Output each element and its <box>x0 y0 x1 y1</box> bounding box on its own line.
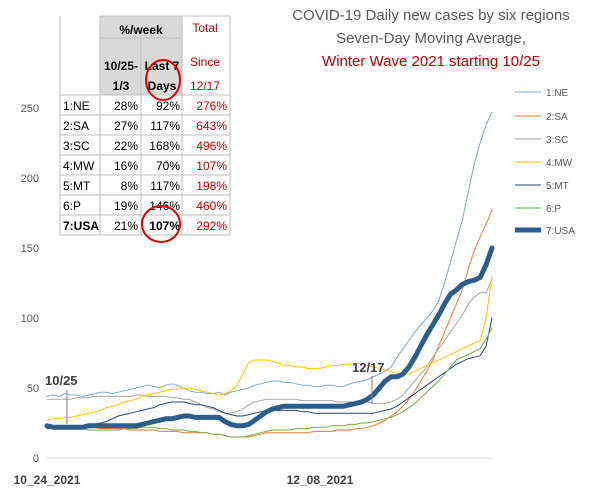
x-tick-label: 12_08_2021 <box>287 473 354 487</box>
table-cell-text: 19% <box>114 199 138 213</box>
table-cell-text: 276% <box>196 99 227 113</box>
table-cell-text: 292% <box>196 219 227 233</box>
table-cell-text: 117% <box>150 119 180 133</box>
table-cell-text: 4:MW <box>63 159 95 173</box>
series-line <box>46 111 493 397</box>
legend-entry: 6:P <box>546 204 561 215</box>
table-cell-text: 70% <box>156 159 180 173</box>
y-tick-label: 200 <box>21 173 39 185</box>
series-lines <box>44 111 495 438</box>
table-cell-text: %/week <box>119 23 163 37</box>
legend-entry: 3:SC <box>546 135 568 146</box>
table-cell-text: 12/17 <box>190 79 220 93</box>
table-cell-text: 92% <box>156 99 180 113</box>
table-cell-text: 3:SC <box>63 139 90 153</box>
table-cell-text: 8% <box>121 179 139 193</box>
table-cell-text: 117% <box>150 179 180 193</box>
highlight-circle <box>141 205 181 243</box>
legend-entry: 2:SA <box>546 112 568 123</box>
legend-entry: 7:USA <box>546 226 575 237</box>
table-cell-text: 7:USA <box>63 219 99 233</box>
legend-entry: 1:NE <box>546 88 569 99</box>
table-cell-text: 16% <box>114 159 138 173</box>
series-line <box>44 245 495 430</box>
series-line <box>46 275 493 421</box>
table-cell-text: 168% <box>149 139 180 153</box>
table-cell-text: 5:MT <box>63 179 91 193</box>
table-cell-text: 10/25- <box>104 59 138 73</box>
table-cell-text: 198% <box>196 179 227 193</box>
table-cell-text: 496% <box>196 139 227 153</box>
legend: 1:NE 2:SA 3:SC 4:MW 5:MT 6:P 7:USA <box>515 88 575 237</box>
table-cell-text: Days <box>148 79 177 93</box>
x-tick-label: 10_24_2021 <box>14 473 81 487</box>
annotations: 10/25 12/17 <box>45 360 385 424</box>
table-cell-text: 1:NE <box>63 99 90 113</box>
chart-title: COVID-19 Daily new cases by six regions S… <box>292 7 570 70</box>
table-cell-text: 107% <box>196 159 227 173</box>
series-line <box>46 209 493 438</box>
table-cell-text: 107% <box>149 219 180 233</box>
legend-entry: 4:MW <box>546 158 573 169</box>
table-cell-text: 6:P <box>63 199 81 213</box>
x-axis: 10_24_2021 12_08_2021 <box>14 457 492 487</box>
table-cell-text: 21% <box>114 219 138 233</box>
y-axis: 0 50 100 150 200 250 <box>21 103 39 465</box>
series-line <box>46 327 493 438</box>
table-cell-text: Since <box>190 55 220 69</box>
annotation-label: 12/17 <box>352 360 385 375</box>
y-tick-label: 0 <box>33 453 39 465</box>
table-cell-text: 2:SA <box>63 119 89 133</box>
table-cell-text: 643% <box>196 119 227 133</box>
table-cell-text: 28% <box>114 99 138 113</box>
annotation-label: 10/25 <box>45 373 78 388</box>
title-line: Seven-Day Moving Average, <box>336 30 526 47</box>
highlight-circle <box>145 59 181 101</box>
table-cell-text: 22% <box>114 139 138 153</box>
y-tick-label: 150 <box>21 243 39 255</box>
table-cell-text: 1/3 <box>113 79 130 93</box>
y-tick-label: 250 <box>21 103 39 115</box>
y-tick-label: 50 <box>27 383 39 395</box>
series-line <box>46 278 493 414</box>
table-cell-text: Total <box>192 21 217 35</box>
table-cell-text: 460% <box>196 199 227 213</box>
title-line: Winter Wave 2021 starting 10/25 <box>322 53 540 70</box>
y-tick-label: 100 <box>21 313 39 325</box>
title-line: COVID-19 Daily new cases by six regions <box>292 7 570 24</box>
table-cell-text: 27% <box>114 119 138 133</box>
legend-entry: 5:MT <box>546 181 569 192</box>
